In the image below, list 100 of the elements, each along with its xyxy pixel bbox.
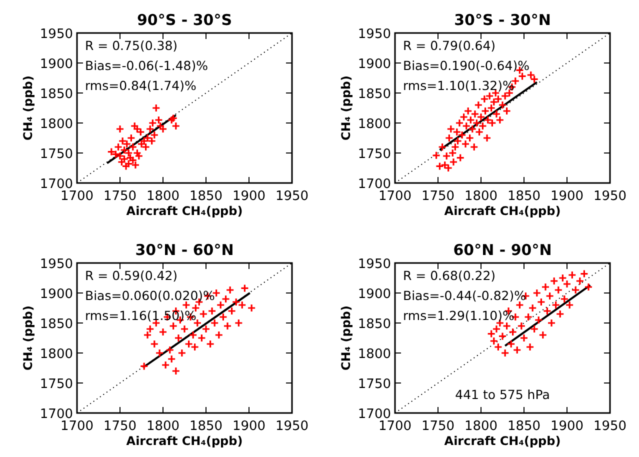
point bbox=[526, 70, 536, 80]
point bbox=[155, 348, 164, 358]
point bbox=[547, 318, 556, 328]
chart-title: 60°N - 90°N bbox=[453, 241, 552, 259]
point bbox=[571, 286, 580, 294]
point bbox=[161, 360, 170, 370]
point bbox=[218, 312, 228, 322]
point bbox=[492, 324, 501, 334]
point bbox=[152, 104, 160, 112]
point bbox=[453, 136, 462, 146]
point bbox=[435, 162, 444, 170]
y-tick-label: 1950 bbox=[358, 27, 391, 42]
point bbox=[481, 106, 490, 116]
x-tick-label: 1950 bbox=[275, 189, 309, 204]
y-tick-label: 1700 bbox=[358, 407, 391, 422]
x-tick-label: 1750 bbox=[421, 419, 455, 434]
point bbox=[440, 160, 450, 170]
point bbox=[542, 306, 552, 316]
point bbox=[532, 288, 542, 298]
point bbox=[228, 306, 236, 316]
point bbox=[216, 300, 225, 310]
chart-title: 30°N - 60°N bbox=[135, 241, 234, 259]
x-tick-label: 1900 bbox=[232, 419, 266, 434]
x-tick-label: 1850 bbox=[507, 189, 541, 204]
point bbox=[500, 92, 510, 100]
x-tick-label: 1950 bbox=[275, 419, 309, 434]
point bbox=[247, 304, 256, 312]
point bbox=[528, 304, 537, 312]
point bbox=[474, 100, 483, 110]
point bbox=[107, 148, 116, 156]
point bbox=[520, 334, 528, 342]
y-tick-label: 1750 bbox=[358, 147, 391, 162]
point bbox=[498, 332, 507, 340]
point bbox=[202, 324, 210, 334]
point bbox=[208, 306, 216, 316]
point bbox=[158, 124, 168, 134]
y-tick-label: 1700 bbox=[40, 407, 73, 422]
point bbox=[148, 118, 157, 128]
point bbox=[169, 322, 178, 330]
x-axis-title: Aircraft CH₄(ppb) bbox=[444, 204, 561, 218]
x-tick-label: 1800 bbox=[464, 419, 498, 434]
point bbox=[221, 294, 230, 304]
point bbox=[552, 300, 560, 310]
point bbox=[466, 134, 474, 142]
point bbox=[210, 318, 219, 328]
y-tick-label: 1750 bbox=[358, 377, 391, 392]
y-tick-label: 1750 bbox=[40, 377, 73, 392]
y-tick-label: 1750 bbox=[40, 147, 73, 162]
y-tick-label: 1900 bbox=[358, 287, 391, 302]
point bbox=[126, 134, 136, 142]
point bbox=[534, 316, 543, 324]
point bbox=[500, 348, 510, 358]
x-tick-label: 1900 bbox=[550, 419, 584, 434]
y-tick-label: 1900 bbox=[40, 57, 73, 72]
point bbox=[140, 362, 148, 370]
point bbox=[223, 322, 232, 330]
annotation: R = 0.59(0.42) bbox=[85, 268, 178, 283]
x-tick-label: 1750 bbox=[103, 419, 137, 434]
y-tick-label: 1800 bbox=[40, 347, 73, 362]
y-tick-label: 1850 bbox=[40, 87, 73, 102]
point bbox=[438, 142, 447, 152]
point bbox=[214, 330, 224, 340]
point bbox=[180, 324, 189, 334]
annotation: R = 0.75(0.38) bbox=[85, 38, 178, 53]
point bbox=[517, 322, 526, 330]
annotation: Bias=-0.06(-1.48)% bbox=[85, 58, 208, 73]
y-tick-label: 1900 bbox=[40, 287, 73, 302]
x-tick-label: 1850 bbox=[507, 419, 541, 434]
point bbox=[143, 330, 152, 340]
y-tick-label: 1850 bbox=[40, 317, 73, 332]
point bbox=[449, 158, 458, 166]
y-axis-title: CH₄ (ppb) bbox=[339, 75, 353, 141]
x-tick-label: 1750 bbox=[421, 189, 455, 204]
y-tick-label: 1800 bbox=[358, 117, 391, 132]
y-axis-title: CH₄ (ppb) bbox=[339, 305, 353, 371]
point bbox=[172, 366, 180, 376]
y-axis-title: CH₄ (ppb) bbox=[21, 305, 35, 371]
x-tick-label: 1850 bbox=[189, 419, 223, 434]
point bbox=[568, 270, 576, 280]
point bbox=[526, 342, 534, 352]
y-tick-label: 1700 bbox=[358, 177, 391, 192]
point bbox=[167, 354, 176, 364]
x-axis-title: Aircraft CH₄(ppb) bbox=[444, 434, 561, 448]
y-tick-label: 1950 bbox=[40, 257, 73, 272]
x-axis-title: Aircraft CH₄(ppb) bbox=[126, 434, 243, 448]
point bbox=[538, 330, 548, 340]
y-tick-label: 1850 bbox=[358, 317, 391, 332]
y-tick-label: 1800 bbox=[358, 347, 391, 362]
point bbox=[456, 154, 465, 162]
point bbox=[240, 284, 249, 292]
y-tick-label: 1950 bbox=[358, 257, 391, 272]
x-tick-label: 1900 bbox=[232, 189, 266, 204]
x-tick-label: 1950 bbox=[593, 419, 627, 434]
point bbox=[576, 276, 584, 286]
x-tick-label: 1750 bbox=[103, 189, 137, 204]
point bbox=[444, 164, 453, 172]
point bbox=[524, 312, 533, 322]
annotation: Bias=0.190(-0.64)% bbox=[403, 58, 530, 73]
x-tick-label: 1900 bbox=[550, 189, 584, 204]
point bbox=[584, 282, 593, 292]
